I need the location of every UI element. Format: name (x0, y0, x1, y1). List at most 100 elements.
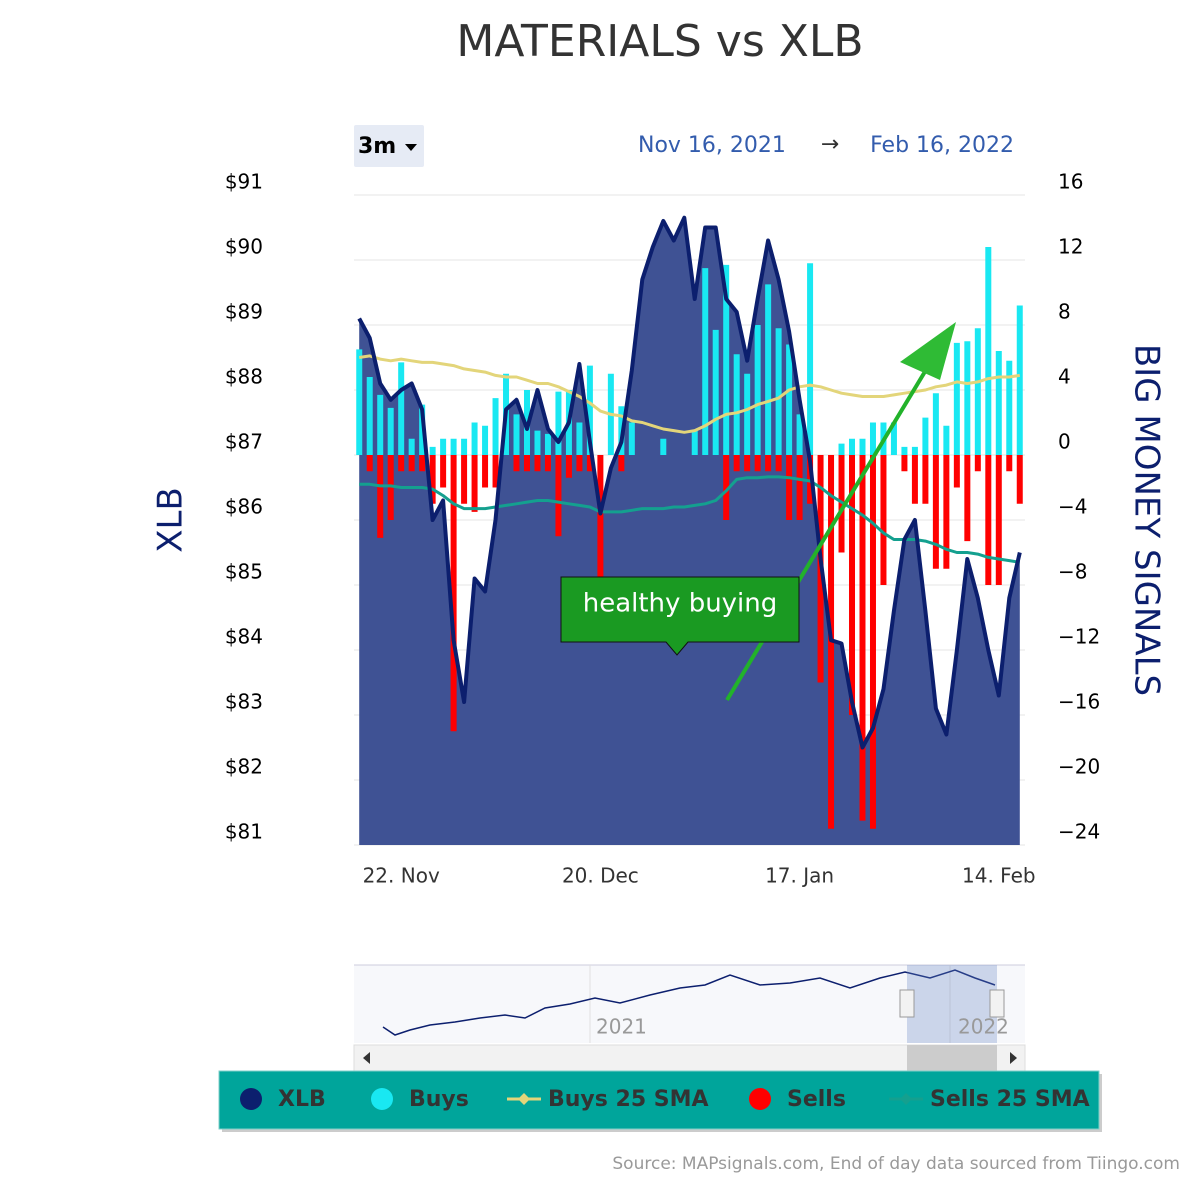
bar (461, 438, 468, 455)
bar (534, 455, 541, 472)
bar (964, 341, 971, 455)
y-axis-title: XLB (151, 487, 191, 553)
bar (377, 394, 384, 455)
bar (387, 455, 394, 520)
bar (1016, 305, 1023, 455)
bar (712, 329, 719, 455)
bar (1006, 455, 1013, 472)
scroll-left[interactable] (363, 1052, 370, 1064)
bar (408, 455, 415, 472)
bar (492, 455, 499, 488)
bar (733, 455, 740, 472)
bar (869, 455, 876, 829)
bar (366, 377, 373, 455)
bar (534, 430, 541, 455)
legend-label[interactable]: Sells 25 SMA (930, 1087, 1090, 1112)
bar (859, 438, 866, 455)
bar (702, 268, 709, 455)
range-button[interactable] (354, 125, 424, 167)
bar (765, 284, 772, 455)
bar (377, 455, 384, 538)
bar (869, 422, 876, 455)
bar (922, 417, 929, 455)
navigator-handle[interactable] (899, 989, 915, 1018)
bar (953, 342, 960, 455)
annotations: healthy buying (560, 322, 956, 702)
legend-symbol (240, 1088, 262, 1110)
legend-label[interactable]: Buys (409, 1087, 469, 1112)
navigator-label: 2021 (596, 1015, 647, 1039)
y-tick-label: $86 (225, 495, 263, 519)
range-arrow: → (821, 132, 839, 157)
bar (440, 438, 447, 455)
bar (953, 455, 960, 488)
bar (565, 455, 572, 478)
bar (482, 455, 489, 488)
bar (849, 438, 856, 455)
y2-tick-label: −12 (1058, 625, 1100, 649)
scroll-right[interactable] (1010, 1052, 1017, 1064)
bar (398, 362, 405, 455)
navigator-handle[interactable] (989, 989, 1005, 1018)
y2-tick-label: 16 (1058, 170, 1083, 194)
y-tick-label: $85 (225, 560, 263, 584)
trend-arrowhead (900, 322, 956, 380)
range-caret (405, 144, 417, 151)
bar (576, 455, 583, 472)
bar (586, 455, 593, 472)
bar (985, 455, 992, 585)
line (358, 354, 1021, 434)
navigator-selection[interactable] (907, 965, 997, 1043)
legend-label[interactable]: Sells (787, 1087, 846, 1112)
bar (880, 455, 887, 585)
area-fill (359, 217, 1020, 845)
source: Source: MAPsignals.com, End of day data … (612, 1154, 1180, 1174)
y2-tick-label: 12 (1058, 235, 1083, 259)
bar (482, 425, 489, 455)
bar (471, 455, 478, 512)
x-tick-label: 17. Jan (765, 864, 834, 888)
bar (859, 455, 866, 821)
area-line (357, 215, 1022, 750)
y2-tick-label: 8 (1058, 300, 1071, 324)
x-tick-label: 14. Feb (962, 864, 1036, 888)
range-to[interactable]: Feb 16, 2022 (870, 133, 1014, 158)
bar (555, 455, 562, 537)
bar (450, 455, 457, 732)
y-tick-label: $91 (225, 170, 263, 194)
bar (471, 422, 478, 455)
bar (733, 354, 740, 455)
bar (1006, 360, 1013, 455)
bar (513, 455, 520, 472)
line (359, 475, 1021, 564)
bar (754, 325, 761, 455)
bar (775, 455, 782, 472)
y-tick-label: $88 (225, 365, 263, 389)
bar (890, 422, 897, 455)
legend-label[interactable]: Buys 25 SMA (548, 1087, 709, 1112)
navigator-label: 2022 (958, 1015, 1009, 1039)
y2-tick-label: −24 (1058, 820, 1100, 844)
bar (398, 455, 405, 472)
legend-bg (218, 1070, 1100, 1130)
bar (544, 433, 551, 455)
bar (765, 455, 772, 472)
range-from[interactable]: Nov 16, 2021 (638, 133, 786, 158)
bar (838, 443, 845, 455)
bar (974, 328, 981, 455)
bar (618, 455, 625, 472)
y-tick-label: $87 (225, 430, 263, 454)
chart-title: MATERIALS vs XLB (456, 16, 863, 67)
y2-tick-label: −20 (1058, 755, 1100, 779)
legend-symbol (518, 1093, 530, 1105)
legend-label[interactable]: XLB (278, 1087, 326, 1112)
bar (356, 349, 363, 455)
range-button-label[interactable]: 3m (358, 134, 396, 159)
bar (995, 455, 1002, 585)
bar (492, 398, 499, 455)
bar (429, 446, 436, 455)
y2-tick-label: −16 (1058, 690, 1100, 714)
scrollbar-thumb[interactable] (907, 1045, 997, 1071)
bar (555, 391, 562, 455)
